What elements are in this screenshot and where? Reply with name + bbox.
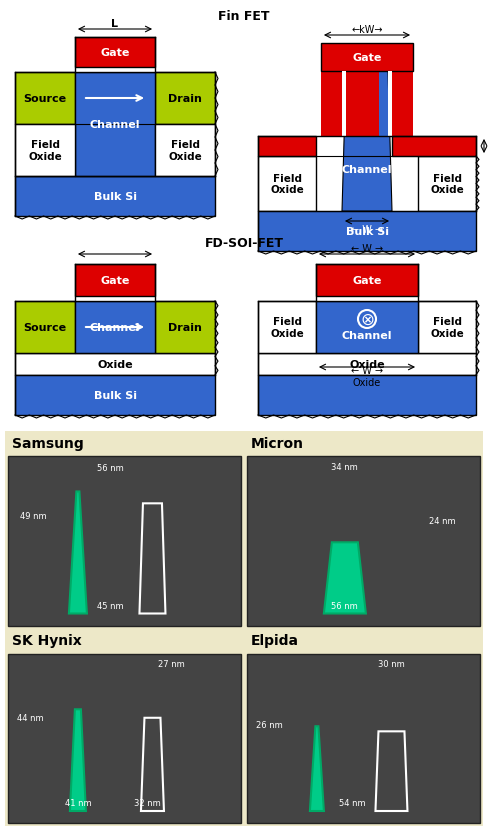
Text: Field
Oxide: Field Oxide [168,140,202,161]
Bar [155,301,215,354]
Text: Gate: Gate [101,48,130,58]
Text: Field
Oxide: Field Oxide [430,317,464,339]
Text: Channel: Channel [90,323,140,333]
Bar [258,156,316,212]
Polygon shape [324,542,366,614]
Bar [155,73,215,125]
Bar [15,73,75,125]
Bar [342,72,346,137]
Text: Channel: Channel [342,330,392,340]
Bar [155,125,215,177]
Bar [321,44,413,72]
Bar [258,354,476,376]
Text: Channel: Channel [342,164,392,174]
Text: ← W →: ← W → [351,243,383,253]
Text: 56 nm: 56 nm [331,601,358,610]
Text: 27 nm: 27 nm [158,659,184,668]
Bar [75,68,155,73]
Text: Field
Oxide: Field Oxide [270,174,304,195]
Bar [15,354,215,376]
Bar [247,456,480,626]
Text: 30 nm: 30 nm [378,659,405,668]
Text: Channel: Channel [90,120,140,130]
Text: Fin FET: Fin FET [218,10,270,23]
Text: Gate: Gate [352,53,382,63]
Text: Drain: Drain [168,323,202,333]
Bar [258,376,476,416]
Text: Field
Oxide: Field Oxide [28,140,62,161]
Text: SK Hynix: SK Hynix [12,633,82,647]
Text: Bulk Si: Bulk Si [346,227,388,237]
Bar [15,125,75,177]
Bar [15,376,215,416]
Bar [258,137,316,156]
Bar [392,137,476,156]
Text: Source: Source [23,94,66,104]
Bar [15,177,215,217]
Text: 45 nm: 45 nm [97,601,124,610]
Bar [75,265,155,296]
Bar [75,301,155,354]
Text: 24 nm: 24 nm [429,517,455,525]
Text: ←kW→: ←kW→ [351,25,383,35]
Bar [8,654,241,823]
Bar [75,73,155,177]
Bar [8,456,241,626]
Text: Oxide: Oxide [97,359,133,369]
Polygon shape [69,492,87,614]
Bar [258,212,476,252]
Text: Elpida: Elpida [251,633,299,647]
Bar [418,301,476,354]
Text: Gate: Gate [101,276,130,286]
Text: 56 nm: 56 nm [97,464,124,473]
Bar [321,72,342,137]
Text: 26 nm: 26 nm [256,720,283,729]
Text: Bulk Si: Bulk Si [94,391,137,401]
Text: ⊗: ⊗ [360,310,374,329]
Text: Bulk Si: Bulk Si [94,192,137,202]
Polygon shape [310,726,324,811]
Bar [418,156,476,212]
Text: 49 nm: 49 nm [20,511,46,520]
Text: Source: Source [23,323,66,333]
Bar [15,301,75,354]
Text: 32 nm: 32 nm [134,798,161,807]
Polygon shape [70,710,86,811]
Bar [388,72,392,137]
Text: FD-SOI-FET: FD-SOI-FET [204,237,284,250]
Text: L: L [111,19,119,29]
Bar [5,431,483,826]
Text: ← W →
Oxide: ← W → Oxide [351,366,383,388]
Bar [392,72,413,137]
Polygon shape [342,72,392,212]
Bar [316,265,418,296]
Bar [75,38,155,68]
Text: 41 nm: 41 nm [64,798,91,807]
Text: ← W →: ← W → [351,224,383,234]
Bar [316,296,418,301]
Text: Samsung: Samsung [12,436,84,450]
Bar [321,72,379,137]
Text: 34 nm: 34 nm [331,462,358,471]
Bar [247,654,480,823]
Text: Field
Oxide: Field Oxide [430,174,464,195]
Text: Drain: Drain [168,94,202,104]
Text: 44 nm: 44 nm [17,714,44,723]
Bar [258,301,316,354]
Bar [316,301,418,354]
Text: Oxide: Oxide [349,359,385,369]
Text: Field
Oxide: Field Oxide [270,317,304,339]
Text: Micron: Micron [251,436,304,450]
Bar [75,296,155,301]
Text: Gate: Gate [352,276,382,286]
Text: 54 nm: 54 nm [339,798,365,807]
